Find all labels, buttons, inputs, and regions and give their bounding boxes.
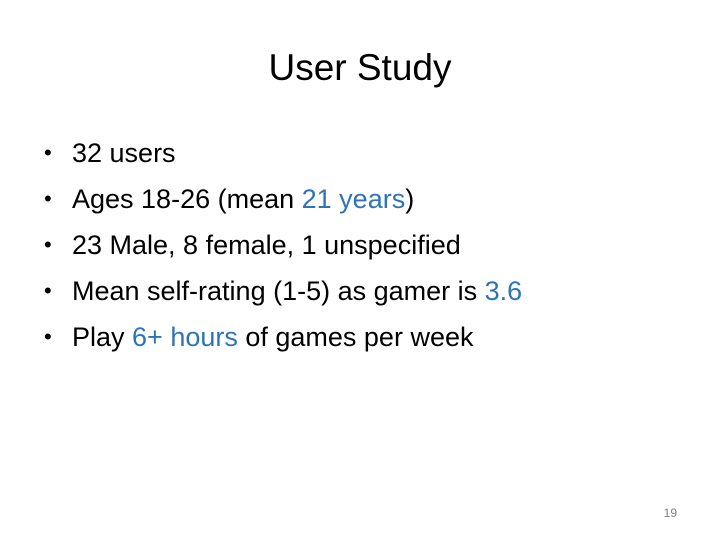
highlighted-value: 21 years	[301, 184, 406, 214]
bullet-icon: •	[44, 324, 52, 349]
bullet-icon: •	[44, 186, 52, 211]
bullet-icon: •	[44, 232, 52, 257]
bullet-icon: •	[44, 278, 52, 303]
bullet-text: 32 users	[72, 138, 176, 168]
bullet-text: Mean self-rating (1-5) as gamer is 3.6	[72, 276, 523, 306]
slide-title: User Study	[268, 47, 452, 88]
page-number: 19	[663, 506, 677, 520]
bullet-text: Ages 18-26 (mean 21 years)	[72, 184, 415, 214]
bullet-text: Play 6+ hours of games per week	[72, 322, 474, 352]
bullet-icon: •	[44, 140, 52, 165]
highlighted-value: 3.6	[484, 276, 523, 306]
bullet-text: 23 Male, 8 female, 1 unspecified	[72, 230, 461, 260]
highlighted-value: 6+ hours	[132, 322, 238, 352]
